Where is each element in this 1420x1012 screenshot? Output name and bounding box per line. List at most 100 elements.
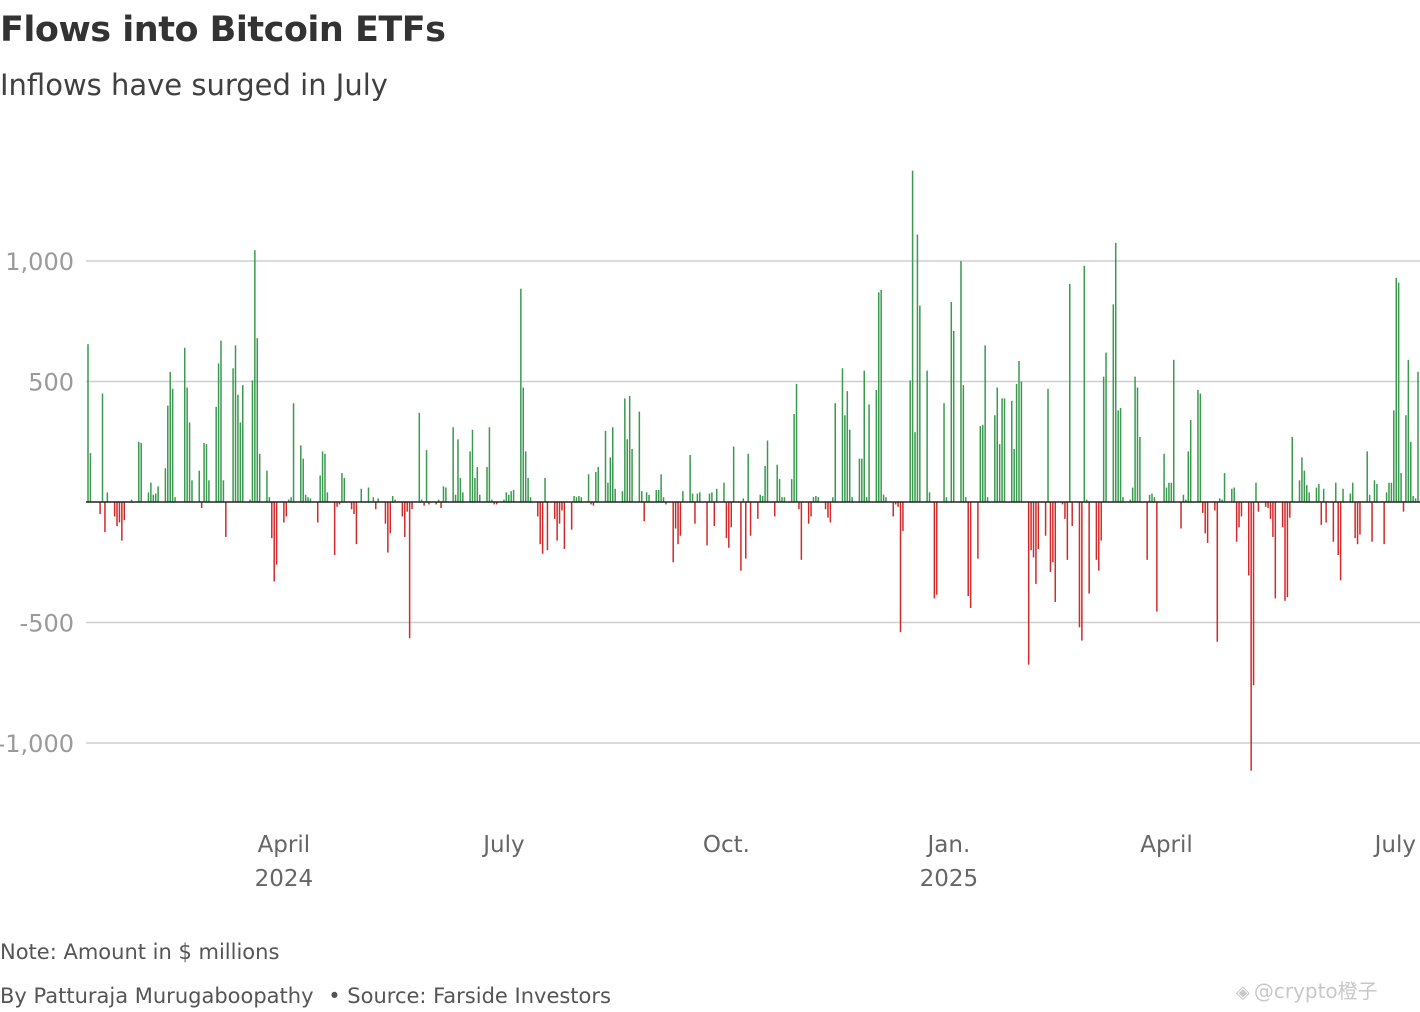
- bar: [950, 301, 953, 502]
- byline-source: • Source: Farside Investors: [328, 984, 611, 1008]
- bar: [795, 383, 798, 502]
- bar: [631, 448, 633, 502]
- bar: [391, 495, 394, 502]
- bar: [522, 387, 525, 502]
- bar: [307, 497, 309, 502]
- bar: [747, 453, 749, 502]
- bar: [394, 499, 396, 502]
- bar: [529, 497, 532, 502]
- bar: [609, 457, 612, 502]
- bar: [384, 502, 387, 524]
- bar: [205, 444, 208, 502]
- bar: [776, 464, 778, 502]
- x-tick-label: Oct.: [703, 832, 750, 858]
- bar: [321, 451, 324, 502]
- bar: [524, 451, 527, 502]
- bar: [1206, 502, 1209, 543]
- bar: [1414, 498, 1417, 502]
- bar: [962, 385, 965, 502]
- bar: [1216, 502, 1219, 642]
- bar: [868, 404, 870, 502]
- bar: [1081, 502, 1083, 641]
- bar: [249, 499, 251, 502]
- bars: [87, 170, 1419, 771]
- bar: [781, 497, 783, 502]
- bar: [655, 489, 658, 502]
- bar: [996, 387, 998, 502]
- bar: [1047, 388, 1049, 502]
- bar: [428, 502, 430, 505]
- bar: [916, 234, 919, 503]
- bar: [928, 492, 931, 502]
- bar: [256, 338, 259, 502]
- bar: [841, 368, 844, 502]
- bar: [1088, 502, 1090, 594]
- bar: [157, 486, 159, 502]
- bar: [800, 502, 803, 560]
- bar: [319, 475, 321, 502]
- bar: [251, 380, 254, 502]
- bar: [341, 473, 343, 502]
- bar: [909, 380, 911, 502]
- bar: [628, 395, 631, 502]
- bar: [936, 502, 938, 595]
- bar: [1078, 502, 1081, 628]
- chart-title: Flows into Bitcoin ETFs: [0, 10, 446, 50]
- bar: [203, 442, 205, 502]
- bar: [607, 482, 609, 502]
- bar: [844, 415, 846, 502]
- bar: [372, 497, 375, 502]
- bar: [711, 492, 713, 502]
- bar: [1136, 387, 1139, 502]
- bar: [1298, 480, 1301, 502]
- bar: [546, 502, 549, 551]
- bar: [943, 403, 945, 502]
- bar: [834, 403, 836, 502]
- bar: [749, 502, 752, 536]
- bar: [404, 502, 406, 537]
- bar: [338, 502, 341, 505]
- bar: [1095, 502, 1098, 560]
- bar: [242, 385, 244, 502]
- bar: [614, 488, 616, 502]
- bar: [1322, 488, 1325, 502]
- bar: [691, 493, 694, 502]
- bar: [457, 439, 459, 502]
- bar: [641, 491, 643, 502]
- bar: [474, 477, 476, 502]
- bar: [420, 499, 423, 502]
- bar: [503, 499, 505, 502]
- bar: [268, 497, 271, 502]
- bar: [699, 492, 701, 502]
- bar: [815, 495, 817, 502]
- bar: [104, 502, 106, 533]
- bar: [766, 440, 769, 502]
- bar: [411, 502, 413, 510]
- x-tick-label: July: [1373, 832, 1416, 858]
- bar: [1289, 502, 1291, 518]
- bar: [1306, 485, 1308, 502]
- bar: [471, 429, 474, 502]
- bar: [745, 502, 747, 559]
- bar: [292, 403, 295, 502]
- bar: [164, 468, 167, 502]
- bar: [1180, 502, 1182, 529]
- bar: [89, 453, 92, 502]
- bar: [880, 289, 882, 502]
- bar: [810, 502, 812, 517]
- bar: [1267, 502, 1269, 509]
- bar: [512, 489, 515, 502]
- bar: [677, 502, 679, 545]
- bar: [1202, 502, 1204, 513]
- bar: [1400, 473, 1402, 502]
- bar: [171, 388, 174, 502]
- bar: [1332, 502, 1335, 542]
- bar: [827, 502, 829, 518]
- bar: [832, 497, 834, 502]
- bar: [1182, 494, 1185, 502]
- bar: [200, 502, 203, 509]
- bar: [1325, 502, 1327, 523]
- bar: [960, 261, 962, 502]
- bar: [1235, 502, 1238, 542]
- bar: [271, 502, 273, 539]
